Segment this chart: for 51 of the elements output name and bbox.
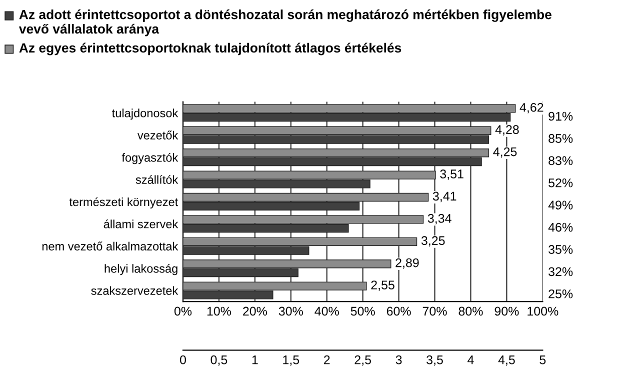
y-tick-label: nem vezető alkalmazottak	[42, 242, 178, 250]
y-tick-label: szállítók	[136, 175, 178, 184]
x-tick-label: 80%	[458, 306, 483, 316]
x-tick-label: 70%	[422, 306, 447, 316]
data-label: 35%	[548, 245, 573, 254]
data-label: 4,25	[493, 147, 517, 158]
data-label: 3,41	[432, 192, 456, 202]
data-label: 46%	[548, 222, 573, 232]
y-tick-label: fogyasztók	[122, 152, 178, 164]
x-tick-label: 50%	[350, 306, 375, 316]
x-tick-label: 20%	[243, 306, 267, 316]
y-tick-label: helyi lakosság	[104, 264, 178, 276]
data-label: 52%	[548, 178, 573, 188]
y-tick-label: vezetők	[137, 130, 178, 140]
data-label: 3,34	[428, 214, 452, 224]
y-tick-label: természeti környezet	[69, 197, 178, 208]
x2-tick-label: 1	[252, 356, 258, 364]
x2-tick-label: 5	[540, 356, 546, 364]
x2-tick-label: 4	[468, 356, 474, 364]
x2-tick-label: 3	[396, 355, 402, 364]
x2-tick-label: 4,5	[498, 356, 515, 366]
data-label: 91%	[548, 112, 573, 121]
data-label: 49%	[548, 200, 573, 210]
data-label: 4,62	[520, 102, 544, 114]
legend-label: Az egyes érintettcsoportoknak tulajdonított átlagos értékelés	[19, 42, 402, 56]
data-label: 25%	[548, 289, 573, 298]
data-label: 3,25	[421, 236, 445, 246]
x-tick-label: 90%	[494, 306, 519, 316]
x2-tick-label: 2,5	[354, 355, 371, 366]
y-tick-label: állami szervek	[104, 219, 178, 228]
x2-tick-label: 0,5	[210, 355, 228, 366]
y-tick-label: szakszervezetek	[91, 286, 178, 295]
data-label: 3,51	[440, 170, 464, 180]
x-tick-label: 0%	[174, 306, 192, 316]
x-tick-label: 40%	[314, 306, 339, 316]
data-label: 4,28	[495, 125, 519, 136]
data-label: 2,89	[396, 258, 419, 269]
x-tick-label: 10%	[207, 306, 232, 316]
y-tick-label: tulajdonosok	[112, 108, 178, 120]
x-tick-label: 30%	[278, 306, 303, 316]
data-label: 2,55	[371, 280, 394, 291]
x-tick-label: 60%	[386, 306, 411, 316]
data-label: 32%	[548, 267, 573, 276]
legend-label: Az adott érintettcsoportot a döntéshozatal során meghatározó mértékben figyelembe vevő vállalatok aránya	[18, 9, 552, 36]
x2-tick-label: 2	[324, 355, 330, 364]
data-label: 83%	[548, 156, 573, 166]
data-label: 85%	[548, 134, 573, 143]
x2-tick-label: 0	[180, 355, 186, 364]
x2-tick-label: 1,5	[283, 356, 300, 366]
x2-tick-label: 3,5	[426, 355, 443, 366]
x-tick-label: 100%	[528, 306, 558, 316]
